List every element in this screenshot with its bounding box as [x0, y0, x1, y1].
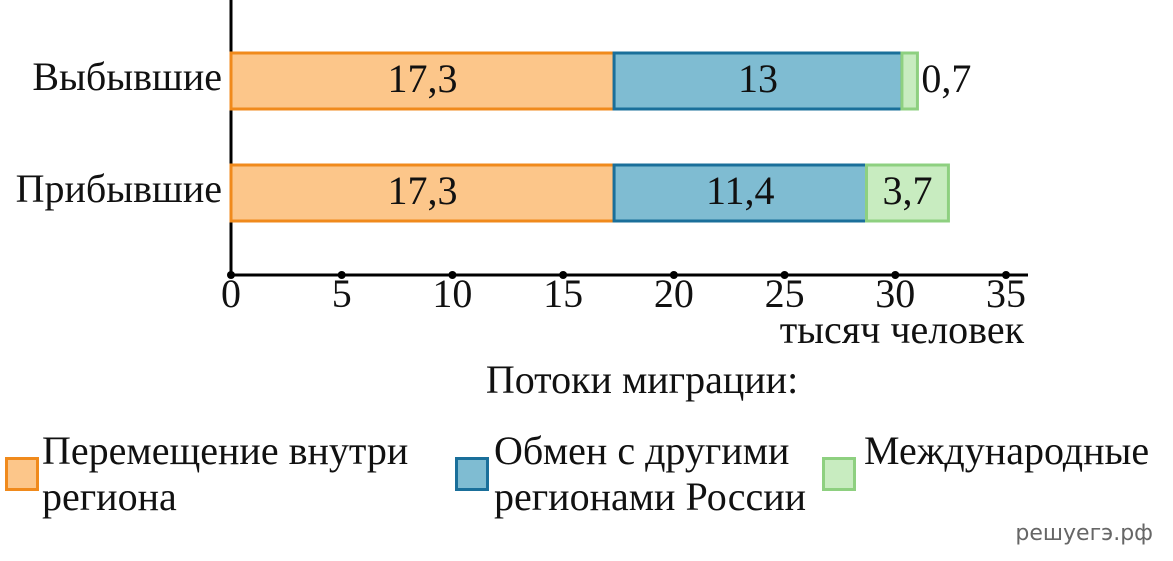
x-tick — [669, 271, 678, 279]
x-tick-label: 20 — [654, 271, 694, 316]
x-tick-label: 25 — [765, 271, 805, 316]
x-tick — [780, 271, 789, 279]
legend-label: Международные — [864, 428, 1150, 473]
x-tick — [337, 271, 346, 279]
legend-swatch — [5, 457, 39, 491]
bar-segment — [865, 163, 950, 223]
bar-segment — [229, 163, 616, 223]
x-tick — [559, 271, 568, 279]
x-tick-label: 35 — [986, 271, 1026, 316]
x-tick-label: 5 — [332, 271, 352, 316]
legend-label: Обмен с другими регионами России — [494, 428, 807, 519]
x-tick — [891, 271, 900, 279]
value-label: 13 — [738, 56, 778, 101]
x-tick — [448, 271, 457, 279]
legend-label: Перемещение внутри региона — [42, 428, 409, 519]
x-tick-label: 15 — [543, 271, 583, 316]
x-axis-label: тысяч человек — [780, 307, 1025, 352]
value-label: 0,7 — [921, 56, 971, 101]
value-label: 11,4 — [706, 168, 775, 213]
bar-segment — [900, 51, 919, 111]
legend-swatch — [455, 457, 489, 491]
y-tick-label: Выбывшие — [32, 54, 222, 99]
x-tick-label: 10 — [432, 271, 472, 316]
x-tick-label: 0 — [221, 271, 241, 316]
x-tick — [227, 271, 235, 279]
value-label: 3,7 — [882, 168, 932, 213]
y-tick-label: Прибывшие — [16, 166, 222, 211]
bar-segment — [612, 51, 904, 111]
x-tick — [1002, 271, 1010, 279]
watermark: решуегэ.рф — [1015, 521, 1153, 546]
value-label: 17,3 — [388, 168, 458, 213]
value-label: 17,3 — [388, 56, 458, 101]
bar-segment — [612, 163, 868, 223]
x-tick-label: 30 — [875, 271, 915, 316]
legend-title: Потоки миграции: — [486, 357, 798, 402]
legend-swatch — [822, 457, 856, 491]
